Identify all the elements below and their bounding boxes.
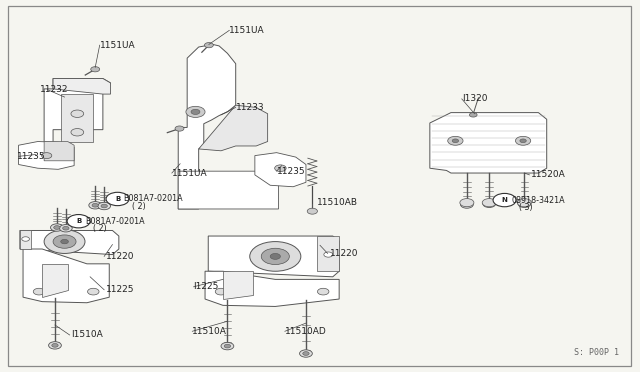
Polygon shape [430,113,547,173]
Text: ( 2): ( 2) [132,202,145,211]
Circle shape [88,288,99,295]
Text: 11220: 11220 [106,252,134,261]
Circle shape [493,193,516,207]
Polygon shape [223,271,253,299]
Polygon shape [61,94,93,142]
Circle shape [517,199,531,207]
Polygon shape [44,78,111,161]
Circle shape [275,165,286,171]
Circle shape [63,227,69,230]
Polygon shape [23,249,109,303]
Circle shape [89,202,102,209]
Text: 1151UA: 1151UA [229,26,265,35]
Polygon shape [255,153,306,187]
Circle shape [224,344,230,348]
Text: 11235: 11235 [17,152,45,161]
Circle shape [186,106,205,118]
Polygon shape [20,231,119,254]
Polygon shape [178,44,236,209]
Circle shape [482,199,496,207]
Polygon shape [205,271,339,307]
Text: B081A7-0201A: B081A7-0201A [124,195,183,203]
Circle shape [106,192,129,206]
Circle shape [53,235,76,248]
Circle shape [98,202,111,210]
Circle shape [270,253,280,259]
Circle shape [67,215,90,228]
Circle shape [448,137,463,145]
Text: I1320: I1320 [462,94,487,103]
Polygon shape [317,236,339,271]
Circle shape [518,200,531,208]
Circle shape [71,110,84,118]
Circle shape [461,201,473,208]
Text: B: B [76,218,81,224]
Text: 08918-3421A: 08918-3421A [511,196,565,205]
Circle shape [521,202,527,206]
Text: 11510A: 11510A [192,327,227,336]
Circle shape [464,203,470,206]
Text: 11232: 11232 [40,85,68,94]
Text: N: N [502,197,508,203]
Circle shape [300,350,312,357]
Circle shape [92,203,99,207]
Circle shape [42,153,52,158]
Circle shape [486,202,492,206]
Text: B: B [115,196,120,202]
Circle shape [317,288,329,295]
Circle shape [191,109,200,115]
Circle shape [303,352,309,355]
Circle shape [515,137,531,145]
Circle shape [60,225,72,232]
Circle shape [91,67,100,72]
Circle shape [221,342,234,350]
Text: I1510A: I1510A [71,330,102,340]
Circle shape [324,252,333,257]
Text: ( 2): ( 2) [93,224,107,233]
Circle shape [33,288,45,295]
Circle shape [52,343,58,347]
Circle shape [520,139,526,142]
Polygon shape [178,171,278,209]
Polygon shape [19,141,74,169]
Text: 11510AD: 11510AD [285,327,326,336]
Circle shape [71,129,84,136]
Circle shape [22,237,29,241]
Text: ( 3): ( 3) [519,203,533,212]
Polygon shape [44,141,74,161]
Circle shape [51,224,63,231]
Circle shape [250,241,301,271]
Text: 11233: 11233 [236,103,264,112]
Text: 11520A: 11520A [531,170,566,179]
Text: 11225: 11225 [106,285,134,294]
Text: S: P00P 1: S: P00P 1 [574,348,619,357]
Polygon shape [42,264,68,297]
Polygon shape [208,236,339,277]
Polygon shape [20,231,31,249]
Circle shape [483,200,495,208]
Circle shape [49,341,61,349]
Circle shape [44,230,85,253]
Circle shape [307,208,317,214]
Circle shape [460,199,474,207]
Circle shape [204,42,213,48]
Circle shape [261,248,289,264]
Circle shape [215,288,227,295]
Text: 11220: 11220 [330,249,358,258]
Text: I1225: I1225 [193,282,219,291]
Circle shape [175,126,184,131]
Text: 1151UA: 1151UA [100,41,135,50]
Circle shape [452,139,459,142]
Text: 1151UA: 1151UA [172,169,207,177]
Circle shape [101,204,108,208]
Polygon shape [53,78,111,94]
Text: B081A7-0201A: B081A7-0201A [85,217,145,226]
Text: 11510AB: 11510AB [317,198,358,207]
Circle shape [54,226,60,230]
Text: 11235: 11235 [276,167,305,176]
Circle shape [61,239,68,244]
Circle shape [469,113,477,117]
Polygon shape [198,105,268,151]
